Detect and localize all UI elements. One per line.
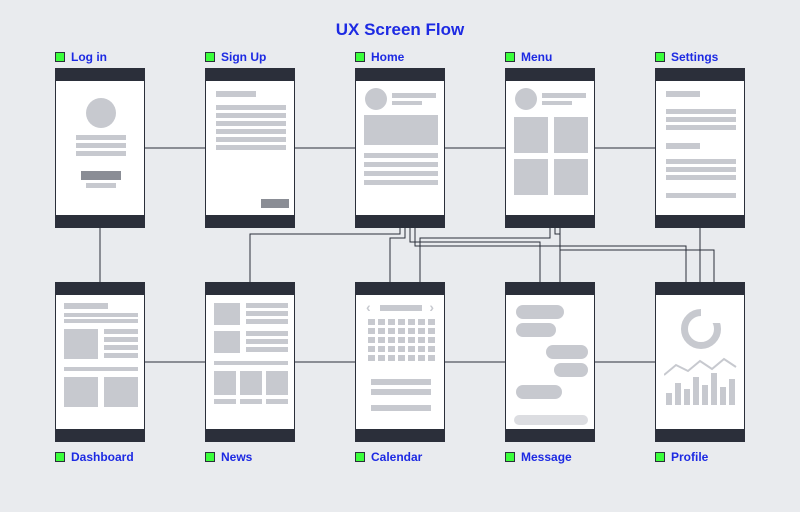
screen-label-text: Settings [671, 50, 718, 64]
screen-label-signup: Sign Up [205, 50, 266, 64]
diagram-title: UX Screen Flow [0, 20, 800, 40]
bullet-icon [655, 452, 665, 462]
screen-label-menu: Menu [505, 50, 552, 64]
screen-label-text: Dashboard [71, 450, 134, 464]
bullet-icon [355, 52, 365, 62]
screen-dashboard [55, 282, 145, 442]
screen-login [55, 68, 145, 228]
bullet-icon [355, 452, 365, 462]
bullet-icon [55, 452, 65, 462]
screen-label-home: Home [355, 50, 404, 64]
screen-menu [505, 68, 595, 228]
screen-profile [655, 282, 745, 442]
screen-label-dashboard: Dashboard [55, 450, 134, 464]
screen-label-text: Profile [671, 450, 708, 464]
screen-news [205, 282, 295, 442]
screen-calendar: ‹› [355, 282, 445, 442]
screen-label-calendar: Calendar [355, 450, 422, 464]
bullet-icon [205, 52, 215, 62]
screen-label-text: News [221, 450, 252, 464]
screen-label-text: Menu [521, 50, 552, 64]
screen-label-profile: Profile [655, 450, 708, 464]
bullet-icon [505, 452, 515, 462]
screen-label-text: Calendar [371, 450, 422, 464]
screen-label-settings: Settings [655, 50, 718, 64]
screen-label-login: Log in [55, 50, 107, 64]
ux-flow-diagram: UX Screen Flow Log in Sign Up Home Menu Sett… [0, 0, 800, 512]
screen-label-news: News [205, 450, 252, 464]
screen-label-text: Log in [71, 50, 107, 64]
bullet-icon [55, 52, 65, 62]
bullet-icon [205, 452, 215, 462]
screen-label-text: Home [371, 50, 404, 64]
screen-settings [655, 68, 745, 228]
bullet-icon [655, 52, 665, 62]
screen-label-text: Sign Up [221, 50, 266, 64]
bullet-icon [505, 52, 515, 62]
screen-home [355, 68, 445, 228]
screen-label-text: Message [521, 450, 572, 464]
screen-message [505, 282, 595, 442]
screen-label-message: Message [505, 450, 572, 464]
screen-signup [205, 68, 295, 228]
